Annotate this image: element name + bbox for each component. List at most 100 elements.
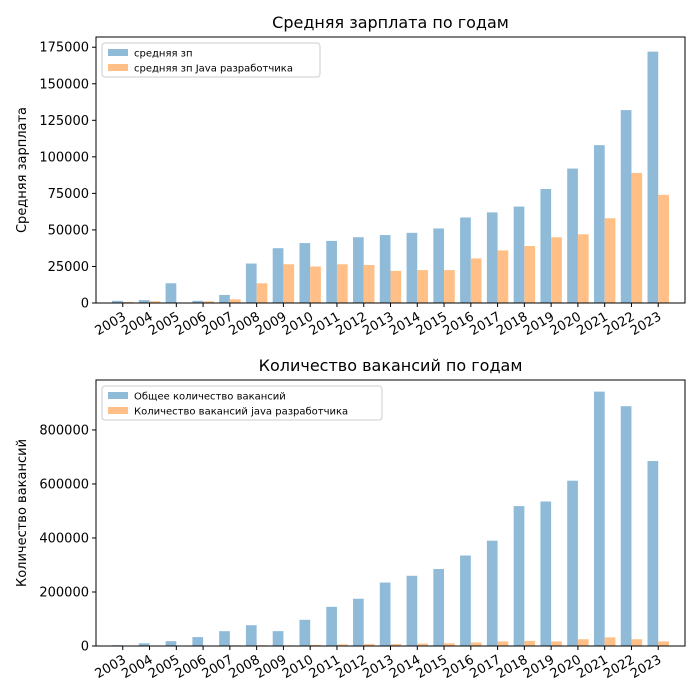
bar-java-2015 <box>444 643 455 646</box>
bar-total-2017 <box>486 212 498 303</box>
bar-java-2018 <box>524 640 536 646</box>
bar-java-2014 <box>417 643 428 646</box>
legend: средняя зп средняя зп Java разработчика <box>101 42 321 78</box>
bar-java-2016 <box>470 258 482 303</box>
y-tick-label: 0 <box>81 640 89 655</box>
bar-java-2019 <box>551 237 562 303</box>
bar-total-2013 <box>379 235 391 303</box>
bar-total-2011 <box>326 240 337 303</box>
y-axis-label: Количество вакансий <box>15 439 30 587</box>
bar-total-2003 <box>112 300 123 303</box>
bar-java-2014 <box>417 270 428 303</box>
bar-java-2004 <box>149 301 161 303</box>
y-tick-label: 25000 <box>48 260 89 275</box>
bar-total-2010 <box>299 243 311 303</box>
bar-java-2022 <box>631 172 643 303</box>
bar-total-2006 <box>192 300 204 303</box>
legend-box <box>101 42 321 78</box>
bar-java-2012 <box>363 265 375 303</box>
y-tick-label: 50000 <box>48 223 89 238</box>
bar-java-2012 <box>363 644 375 646</box>
legend-swatch-total <box>108 49 128 56</box>
bar-total-2018 <box>513 506 525 646</box>
y-tick-label: 600000 <box>39 477 89 492</box>
bar-total-2012 <box>353 598 364 646</box>
bar-total-2010 <box>299 619 311 646</box>
bar-total-2014 <box>406 575 418 646</box>
chart-title: Количество вакансий по годам <box>259 356 523 375</box>
bar-total-2007 <box>219 631 230 646</box>
bar-total-2021 <box>593 391 605 646</box>
bar-java-2013 <box>390 644 402 646</box>
bar-total-2022 <box>620 406 632 646</box>
bar-java-2020 <box>577 234 589 303</box>
bar-total-2012 <box>353 237 364 303</box>
chart-title: Средняя зарплата по годам <box>272 13 509 32</box>
bar-java-2016 <box>470 642 482 646</box>
bar-total-2016 <box>460 555 471 646</box>
legend-swatch-java <box>108 64 128 71</box>
x-tick-label: 2023 <box>628 309 664 339</box>
bar-total-2006 <box>192 637 204 646</box>
bar-total-2018 <box>513 206 525 303</box>
bar-java-2019 <box>551 641 562 646</box>
bar-total-2020 <box>567 168 578 303</box>
bar-total-2011 <box>326 606 337 646</box>
y-tick-label: 125000 <box>39 114 89 129</box>
y-tick-label: 100000 <box>39 150 89 165</box>
legend-swatch-java <box>108 407 128 414</box>
bar-java-2015 <box>444 270 455 303</box>
bar-java-2021 <box>604 218 616 303</box>
y-tick-label: 400000 <box>39 531 89 546</box>
bar-total-2009 <box>272 248 284 303</box>
bar-java-2023 <box>658 194 669 303</box>
legend-box <box>101 385 383 421</box>
bar-total-2022 <box>620 110 632 303</box>
bar-java-2011 <box>336 644 348 646</box>
legend: Общее количество вакансий Количество вака… <box>101 385 383 421</box>
legend-label: Количество вакансий java разработчика <box>134 407 348 418</box>
bar-total-2019 <box>540 189 552 303</box>
legend-label: Общее количество вакансий <box>134 392 286 403</box>
legend-label: средняя зп <box>134 49 193 60</box>
bar-java-2023 <box>658 641 669 646</box>
legend-swatch-total <box>108 392 128 399</box>
y-tick-label: 800000 <box>39 423 89 438</box>
y-tick-label: 75000 <box>48 187 89 202</box>
bar-total-2019 <box>540 501 552 646</box>
bar-java-2017 <box>497 641 509 646</box>
bar-total-2016 <box>460 217 471 303</box>
y-tick-label: 0 <box>81 297 89 312</box>
bar-java-2006 <box>203 301 214 303</box>
bar-java-2011 <box>336 264 348 303</box>
bar-java-2021 <box>604 637 616 646</box>
bar-total-2014 <box>406 232 418 303</box>
bar-java-2018 <box>524 246 536 303</box>
bar-java-2010 <box>310 266 321 303</box>
bar-total-2023 <box>647 461 659 646</box>
chart-1: средняя зп средняя зп Java разработчика <box>92 36 686 307</box>
y-axis-label: Средняя зарплата <box>15 107 30 233</box>
bar-total-2013 <box>379 582 391 646</box>
bar-total-2009 <box>272 631 284 646</box>
bar-java-2008 <box>256 283 268 303</box>
bar-java-2007 <box>229 299 241 303</box>
bar-java-2020 <box>577 639 589 646</box>
bar-total-2020 <box>567 480 578 646</box>
bar-total-2015 <box>433 228 445 303</box>
bar-java-2010 <box>310 644 321 646</box>
x-tick-label: 2023 <box>628 652 664 682</box>
bar-total-2008 <box>245 263 257 303</box>
bar-total-2007 <box>219 294 230 303</box>
bar-java-2017 <box>497 250 509 303</box>
bar-total-2015 <box>433 569 445 646</box>
chart-2: Общее количество вакансий Количество вака… <box>92 379 686 650</box>
legend-label: средняя зп Java разработчика <box>134 64 293 75</box>
bar-total-2023 <box>647 51 659 304</box>
bar-java-2013 <box>390 270 402 303</box>
bar-total-2017 <box>486 540 498 646</box>
bar-total-2005 <box>165 641 177 646</box>
bar-java-2003 <box>122 301 134 303</box>
bar-java-2022 <box>631 639 643 646</box>
y-tick-label: 200000 <box>39 585 89 600</box>
